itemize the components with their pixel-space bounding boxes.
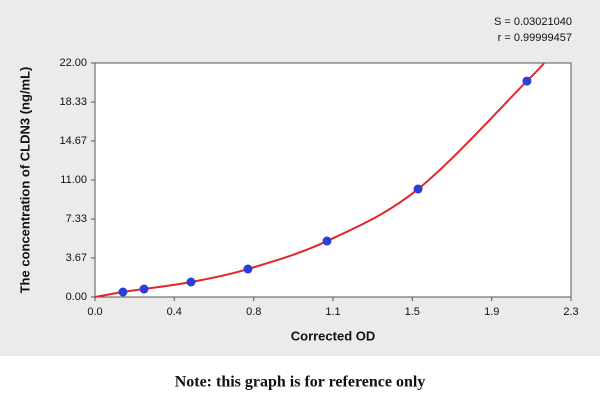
annotation: r = 0.99999457 — [498, 32, 572, 44]
y-tick-label: 18.33 — [59, 96, 87, 108]
y-tick-label: 7.33 — [66, 213, 87, 225]
y-tick-label: 22.00 — [59, 57, 87, 69]
y-tick-label: 0.00 — [66, 291, 87, 303]
point — [139, 284, 149, 294]
point — [322, 236, 332, 246]
y-tick-label: 3.67 — [66, 252, 87, 264]
note: Note: this graph is for reference only — [175, 374, 426, 391]
point — [522, 76, 532, 86]
x-axis-label: Corrected OD — [291, 328, 376, 343]
point — [243, 264, 253, 274]
point — [118, 287, 128, 297]
y-tick-label: 14.67 — [59, 135, 87, 147]
x-tick-label: 0.4 — [167, 306, 182, 318]
x-tick-label: 0.8 — [246, 306, 261, 318]
y-axis-label: The concentration of CLDN3 (ng/mL) — [17, 67, 32, 294]
fit-curve — [94, 62, 545, 298]
annotation: S = 0.03021040 — [494, 16, 572, 28]
point — [186, 277, 196, 287]
x-tick-label: 0.0 — [87, 306, 102, 318]
plot-area — [94, 62, 572, 298]
point — [413, 184, 423, 194]
x-tick-label: 1.1 — [325, 306, 340, 318]
x-tick-label: 1.5 — [405, 306, 420, 318]
y-tick-label: 11.00 — [60, 174, 87, 186]
x-tick-label: 1.9 — [484, 306, 499, 318]
x-tick-label: 2.3 — [563, 306, 578, 318]
